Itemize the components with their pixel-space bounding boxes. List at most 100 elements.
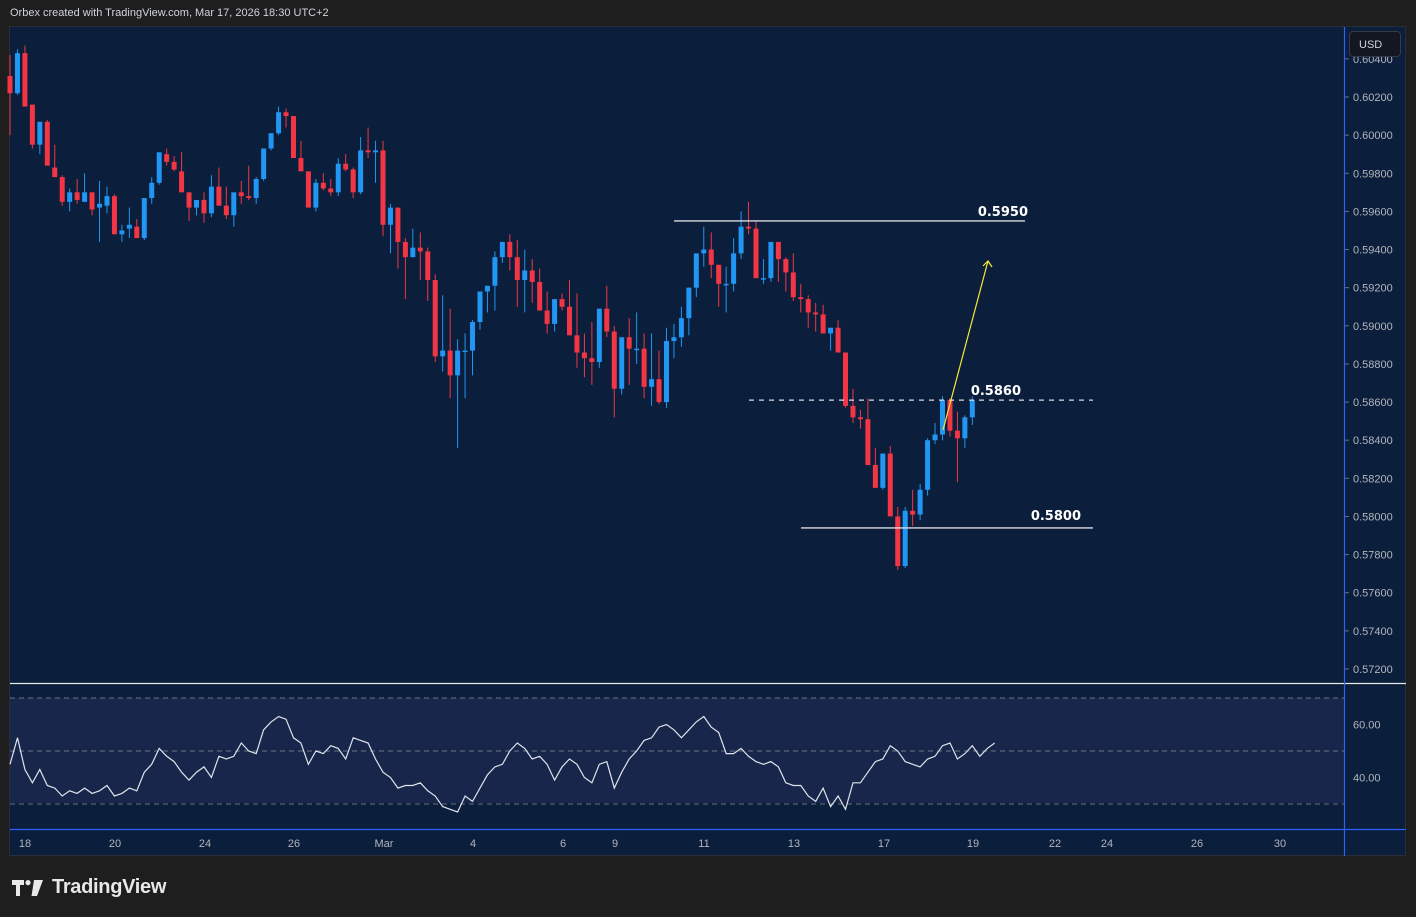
candle-down [417,247,423,252]
candle-up [760,278,766,280]
candle-down [246,196,252,199]
candle-up [231,192,237,216]
price-tick-label: 0.59600 [1353,206,1393,218]
price-tick-label: 0.57800 [1353,550,1393,562]
candle-up [671,337,677,342]
candle-up [208,186,214,214]
candle-down [604,308,610,332]
time-axis[interactable]: 18 20 24 26 Mar 4 6 9 11 13 17 19 22 24 26 30 [19,838,1286,850]
candle-down [201,199,207,214]
candle-down [350,169,356,193]
candle-down [537,281,543,311]
candle-up [932,434,938,441]
rsi-band [10,698,1344,803]
time-tick-label: 20 [109,838,121,850]
candle-down [223,205,229,216]
candle-down [164,154,170,162]
candle-down [283,112,289,117]
currency-button[interactable]: USD [1349,31,1401,57]
candle-up [462,350,468,353]
candle-down [567,306,572,336]
candle-down [813,312,819,315]
drawings[interactable]: 0.5950 0.5860 0.5800 [674,205,1093,529]
time-tick-label: 18 [19,838,31,850]
candle-down [820,314,826,334]
candle-up [663,341,669,403]
candle-down [895,516,901,567]
candle-up [880,453,886,488]
candle-down [171,161,177,170]
candle-up [522,270,528,281]
time-tick-label: 11 [698,838,709,850]
candle-down [320,182,326,189]
support-label: 0.5800 [1031,509,1081,524]
candle-down [298,158,304,172]
time-tick-label: 4 [470,838,476,850]
arrow-head-icon [982,260,993,268]
candle-down [44,121,50,166]
candle-down [395,207,401,242]
candle-down [216,186,222,206]
candle-up [149,182,155,199]
rsi-pane[interactable] [9,697,1344,813]
candle-down [910,510,916,515]
candle-up [701,249,707,254]
candle-up [678,318,684,338]
time-tick-label: 30 [1274,838,1286,850]
candle-up [261,148,267,179]
candle-down [328,188,334,193]
tradingview-logo-icon [12,879,43,896]
candle-up [67,192,73,202]
candle-down [52,167,58,178]
resistance-label: 0.5950 [978,205,1028,220]
candle-down [947,400,953,431]
candle-up [969,400,975,418]
candle-up [940,400,945,435]
candle-down [74,192,80,200]
candle-down [402,241,408,258]
time-tick-label: 22 [1049,838,1061,850]
candle-down [626,337,632,349]
candle-down [589,358,595,363]
candle-down [238,192,244,197]
candle-up [492,257,498,286]
candle-down [7,76,13,94]
candle-up [693,253,699,288]
candle-up [455,350,461,376]
candle-down [708,249,714,265]
price-tick-label: 0.57600 [1353,588,1393,600]
price-tick-label: 0.59400 [1353,245,1393,257]
candle-up [104,196,110,206]
candle-up [552,299,558,324]
candle-down [186,192,192,208]
up-arrow-icon[interactable] [942,260,989,431]
candle-down [753,228,759,279]
candle-up [902,510,908,567]
rsi-line [9,715,996,813]
candle-up [477,291,483,322]
price-pane[interactable] [7,45,975,570]
candle-up [126,224,132,229]
candle-up [925,440,931,490]
candle-up [731,253,737,284]
candle-down [857,417,863,420]
tradingview-logo: TradingView [12,876,166,899]
logo-text: TradingView [52,876,167,898]
candle-up [484,285,490,292]
price-tick-label: 0.58800 [1353,359,1393,371]
candle-down [850,405,856,418]
rsi-scale: 60.00 40.00 [1353,720,1381,785]
candle-down [746,226,752,229]
candle-up [358,150,364,193]
candle-up [37,121,43,145]
rsi-tick-label: 40.00 [1353,773,1381,785]
candle-down [29,104,35,145]
candle-up [596,308,602,363]
candle-up [470,321,476,351]
candle-up [268,133,274,149]
candle-up [119,230,125,235]
price-scale[interactable]: 0.604000.602000.600000.598000.596000.594… [1345,54,1393,676]
candle-down [514,257,520,281]
price-tick-label: 0.60000 [1353,130,1393,142]
